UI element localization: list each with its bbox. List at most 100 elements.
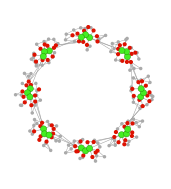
Circle shape xyxy=(128,140,130,142)
Circle shape xyxy=(89,45,91,47)
Circle shape xyxy=(78,34,84,40)
Circle shape xyxy=(22,95,25,98)
Circle shape xyxy=(114,144,116,146)
Circle shape xyxy=(123,49,130,55)
Circle shape xyxy=(132,118,134,120)
Circle shape xyxy=(82,156,84,158)
Circle shape xyxy=(147,75,149,77)
Circle shape xyxy=(123,125,126,128)
Circle shape xyxy=(86,49,88,51)
Circle shape xyxy=(34,104,36,106)
Circle shape xyxy=(114,139,116,141)
Circle shape xyxy=(33,53,36,56)
Circle shape xyxy=(150,94,152,96)
Circle shape xyxy=(73,40,75,42)
Circle shape xyxy=(99,146,101,148)
Circle shape xyxy=(125,126,131,132)
Circle shape xyxy=(70,148,72,150)
Circle shape xyxy=(74,145,77,148)
Circle shape xyxy=(30,73,32,75)
Circle shape xyxy=(92,29,95,32)
Circle shape xyxy=(131,131,134,134)
Circle shape xyxy=(41,131,48,137)
Circle shape xyxy=(28,75,30,77)
Circle shape xyxy=(39,135,42,138)
Circle shape xyxy=(48,62,50,64)
Circle shape xyxy=(119,59,121,61)
Circle shape xyxy=(48,38,50,40)
Circle shape xyxy=(50,124,53,127)
Circle shape xyxy=(116,128,119,130)
Circle shape xyxy=(78,145,84,151)
Circle shape xyxy=(146,94,149,97)
Circle shape xyxy=(130,90,132,92)
Circle shape xyxy=(137,81,140,84)
Circle shape xyxy=(24,90,30,96)
Circle shape xyxy=(113,136,116,138)
Circle shape xyxy=(130,61,132,63)
Circle shape xyxy=(146,104,148,106)
Circle shape xyxy=(124,54,130,60)
Circle shape xyxy=(144,84,147,87)
Circle shape xyxy=(52,46,55,49)
Circle shape xyxy=(131,122,134,125)
Circle shape xyxy=(138,98,141,101)
Circle shape xyxy=(124,139,127,142)
Circle shape xyxy=(132,101,134,103)
Circle shape xyxy=(136,136,138,138)
Circle shape xyxy=(21,104,23,106)
Circle shape xyxy=(75,150,78,153)
Circle shape xyxy=(58,140,60,142)
Circle shape xyxy=(141,105,144,108)
Circle shape xyxy=(57,43,59,45)
Circle shape xyxy=(65,152,67,154)
Circle shape xyxy=(105,34,107,36)
Circle shape xyxy=(130,135,133,137)
Circle shape xyxy=(121,60,124,62)
Circle shape xyxy=(140,67,142,70)
Circle shape xyxy=(148,91,151,94)
Circle shape xyxy=(35,65,37,67)
Circle shape xyxy=(93,139,95,141)
Circle shape xyxy=(40,53,46,60)
Circle shape xyxy=(127,144,129,146)
Circle shape xyxy=(43,43,46,46)
Circle shape xyxy=(41,59,44,61)
Circle shape xyxy=(127,120,129,122)
Circle shape xyxy=(87,145,93,151)
Circle shape xyxy=(82,154,85,157)
Circle shape xyxy=(141,90,147,96)
Circle shape xyxy=(36,63,38,65)
Circle shape xyxy=(78,40,80,43)
Circle shape xyxy=(117,141,120,144)
Circle shape xyxy=(119,47,125,54)
Circle shape xyxy=(141,80,143,83)
Circle shape xyxy=(36,90,38,92)
Circle shape xyxy=(130,86,132,88)
Circle shape xyxy=(55,140,57,142)
Circle shape xyxy=(138,94,144,100)
Circle shape xyxy=(152,95,154,97)
Circle shape xyxy=(129,69,131,71)
Circle shape xyxy=(46,44,49,47)
Circle shape xyxy=(112,137,114,139)
Circle shape xyxy=(96,149,99,152)
Circle shape xyxy=(59,135,61,137)
Circle shape xyxy=(52,128,55,130)
Circle shape xyxy=(98,38,100,40)
Circle shape xyxy=(87,26,90,28)
Circle shape xyxy=(126,37,128,40)
Circle shape xyxy=(31,112,33,114)
Circle shape xyxy=(43,144,45,146)
Circle shape xyxy=(96,40,99,43)
Circle shape xyxy=(132,77,134,79)
Circle shape xyxy=(115,59,117,61)
Circle shape xyxy=(141,120,143,122)
Circle shape xyxy=(90,27,92,29)
Circle shape xyxy=(111,43,113,45)
Circle shape xyxy=(34,119,36,121)
Circle shape xyxy=(36,122,38,124)
Circle shape xyxy=(149,81,151,84)
Circle shape xyxy=(132,97,134,99)
Circle shape xyxy=(117,47,120,50)
